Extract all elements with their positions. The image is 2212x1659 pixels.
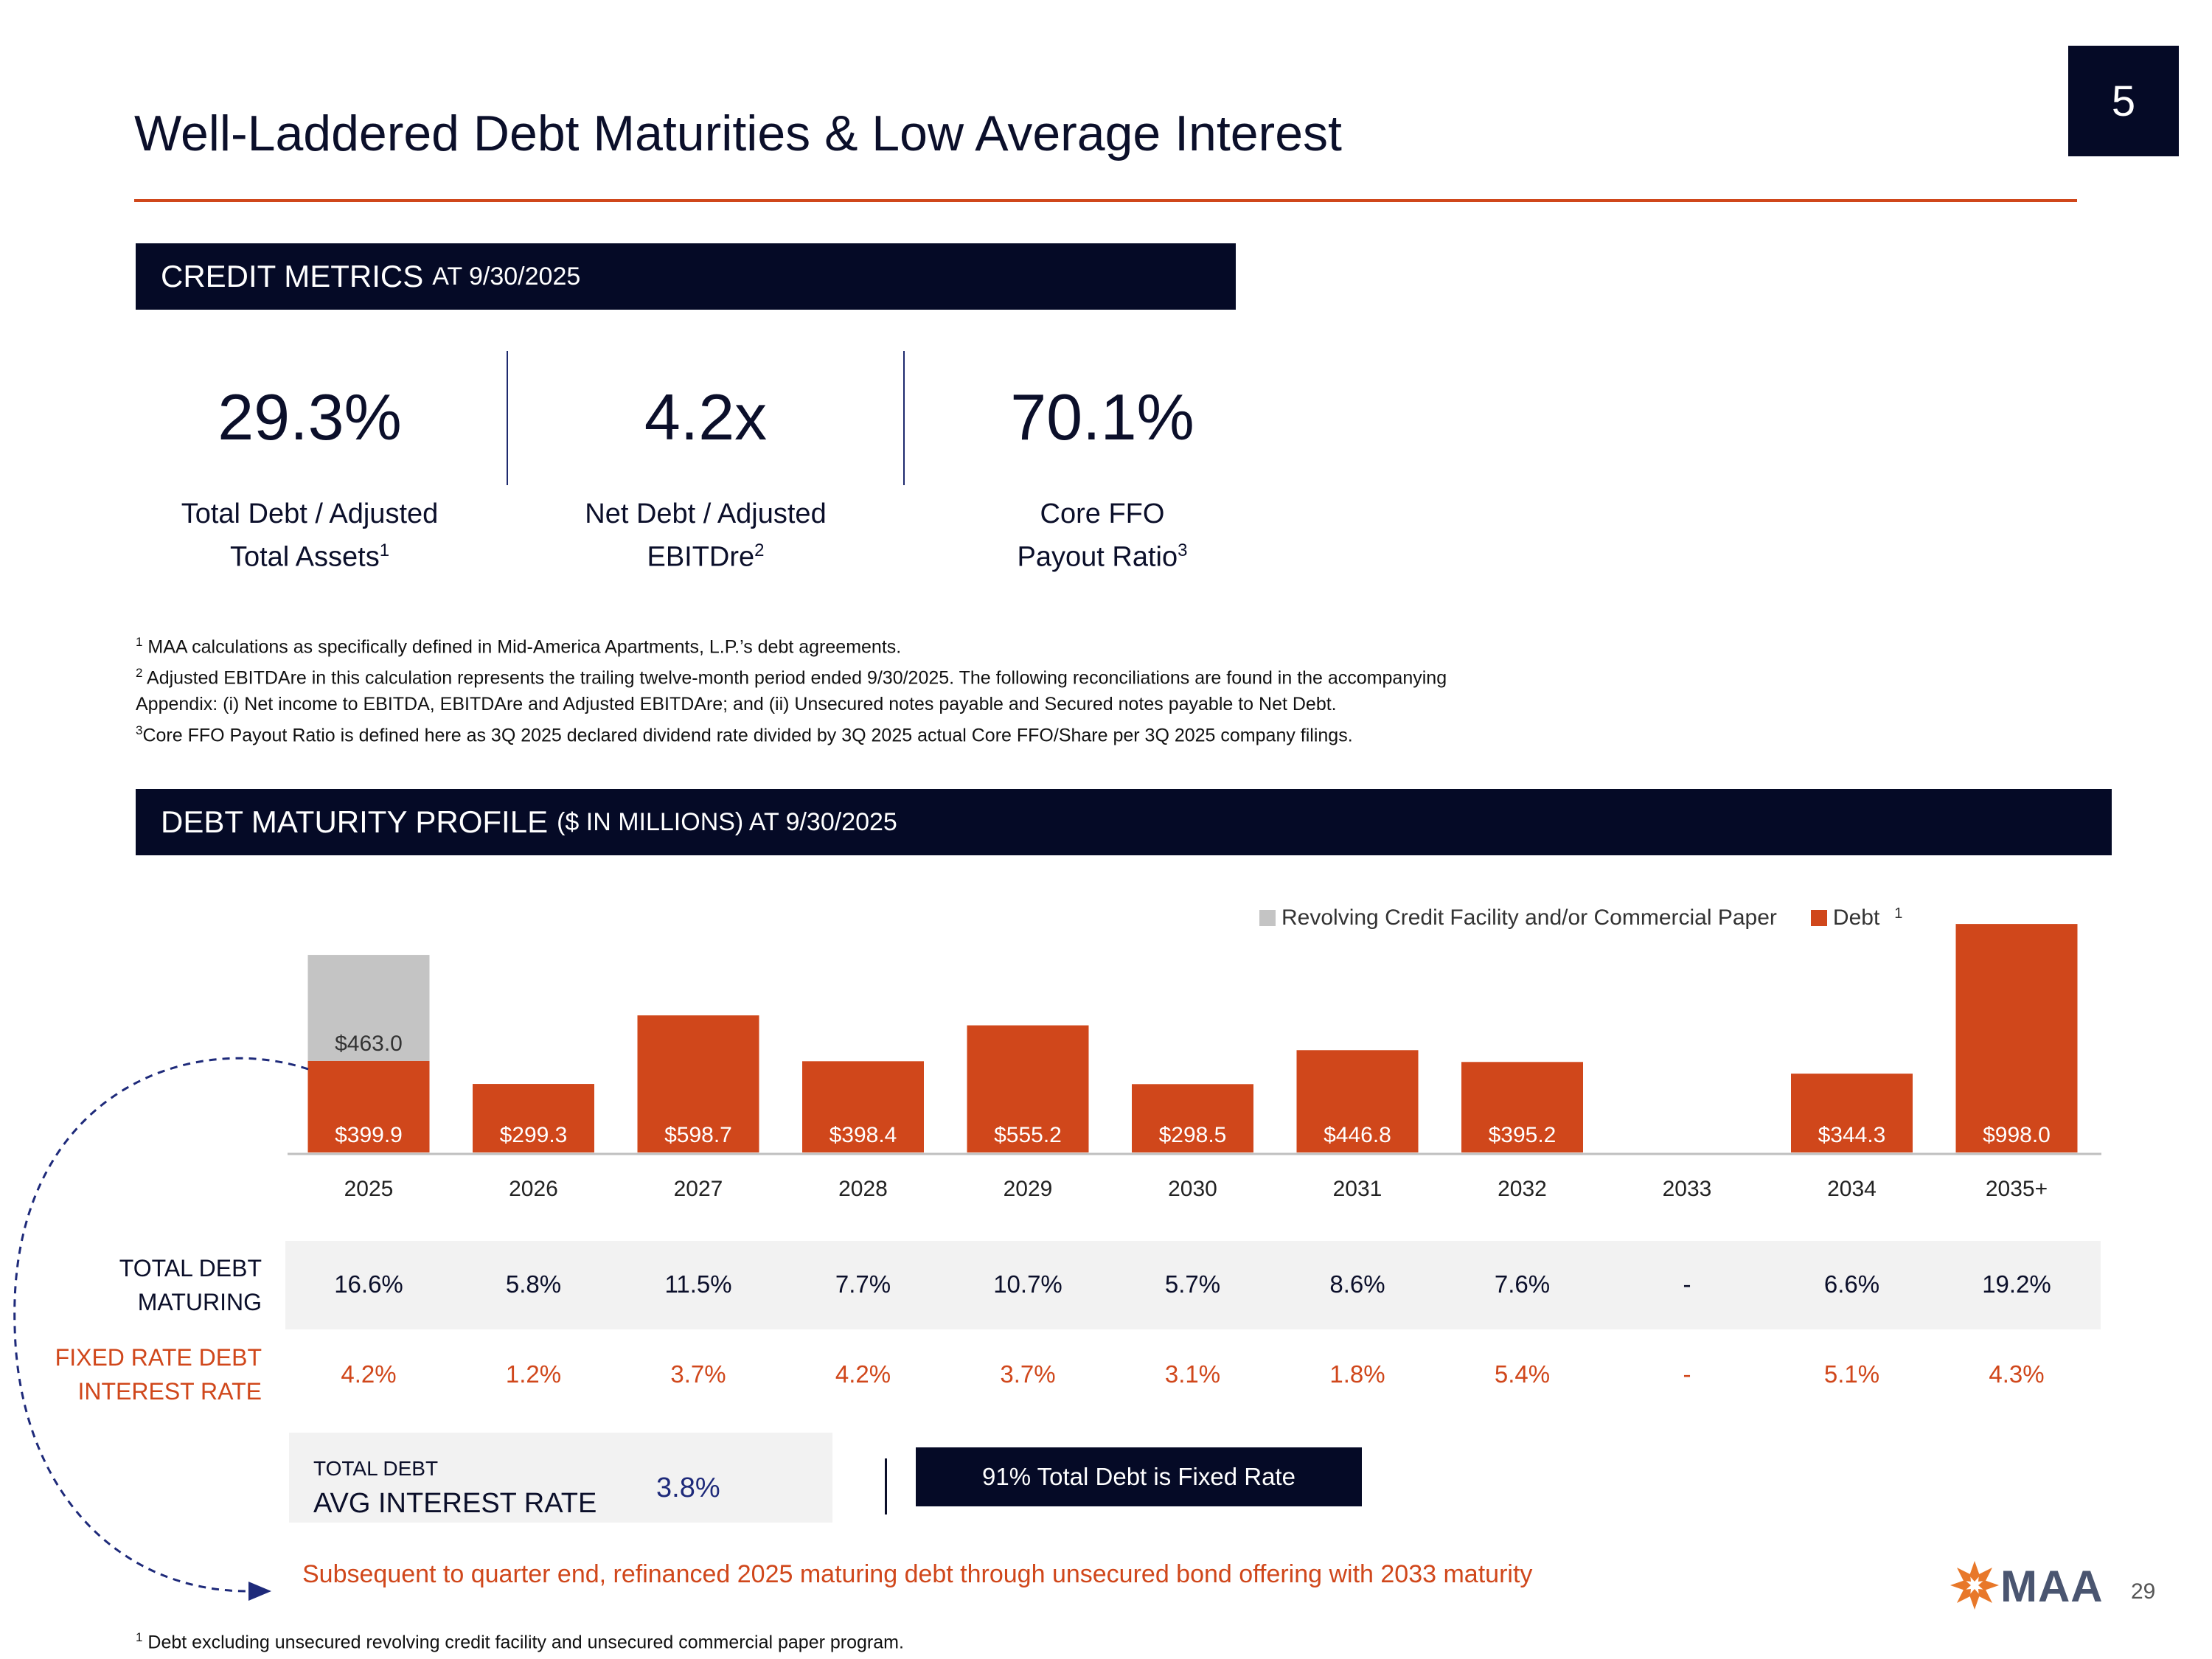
bar-debt-2031 bbox=[1296, 1050, 1419, 1152]
page-badge: 5 bbox=[2068, 46, 2179, 156]
x-tick-label-2033: 2033 bbox=[1663, 1177, 1712, 1201]
maa-logo-icon bbox=[1950, 1561, 1999, 1610]
footnote: Appendix: (i) Net income to EBITDA, EBIT… bbox=[136, 693, 1337, 714]
title-divider bbox=[134, 199, 2077, 202]
debt-value-label-2030: $298.5 bbox=[1159, 1123, 1227, 1147]
fixed-rate-interest-cell: 3.7% bbox=[670, 1360, 726, 1388]
bar-debt-2029 bbox=[967, 1025, 1089, 1152]
x-tick-label-2027: 2027 bbox=[674, 1177, 723, 1201]
refinance-note: Subsequent to quarter end, refinanced 20… bbox=[302, 1560, 1533, 1588]
total-debt-maturing-cell: 6.6% bbox=[1823, 1270, 1880, 1298]
fixed-rate-interest-cell: 5.1% bbox=[1823, 1360, 1880, 1388]
fixed-rate-callout: 91% Total Debt is Fixed Rate bbox=[916, 1447, 1362, 1506]
metric-divider bbox=[507, 351, 508, 485]
credit-metrics-header: CREDIT METRICS AT 9/30/2025 bbox=[136, 243, 1236, 310]
fixed-rate-interest-cell: 1.2% bbox=[505, 1360, 562, 1388]
total-debt-maturing-cell: 16.6% bbox=[334, 1270, 403, 1298]
debt-value-label-2032: $395.2 bbox=[1489, 1123, 1557, 1147]
total-debt-maturing-cell: - bbox=[1683, 1270, 1691, 1298]
footnote: 3Core FFO Payout Ratio is defined here a… bbox=[136, 723, 1353, 745]
x-tick-label-2030: 2030 bbox=[1168, 1177, 1217, 1201]
legend-swatch-debt bbox=[1810, 910, 1827, 926]
metric-divider bbox=[903, 351, 905, 485]
table-row1-background bbox=[285, 1241, 2101, 1329]
debt-value-label-2029: $555.2 bbox=[994, 1123, 1062, 1147]
page-title: Well-Laddered Debt Maturities & Low Aver… bbox=[134, 105, 1342, 161]
x-tick-label-2032: 2032 bbox=[1498, 1177, 1547, 1201]
total-debt-maturing-cell: 8.6% bbox=[1329, 1270, 1385, 1298]
total-debt-maturing-cell: 7.6% bbox=[1494, 1270, 1551, 1298]
maa-logo-text: MAA bbox=[2000, 1562, 2104, 1611]
bar-debt-2035+ bbox=[1955, 924, 2078, 1152]
metric-label-net-debt-ebitdre: Net Debt / Adjusted EBITDre2 bbox=[585, 498, 827, 573]
debt-value-label-2027: $598.7 bbox=[664, 1123, 732, 1147]
row-label-fixed-rate-interest: FIXED RATE DEBT INTEREST RATE bbox=[55, 1344, 262, 1405]
debt-profile-header-main: DEBT MATURITY PROFILE bbox=[161, 804, 549, 839]
x-tick-label-2034: 2034 bbox=[1827, 1177, 1877, 1201]
fixed-rate-interest-cell: 4.2% bbox=[341, 1360, 397, 1388]
total-debt-maturing-cell: 7.7% bbox=[835, 1270, 891, 1298]
bar-debt-2030 bbox=[1132, 1084, 1253, 1152]
legend-debt-footnote-mark: 1 bbox=[1894, 905, 1903, 922]
bar-debt-2026 bbox=[473, 1084, 594, 1152]
debt-value-label-2025: $399.9 bbox=[335, 1123, 403, 1147]
total-debt-maturing-cell: 5.8% bbox=[505, 1270, 562, 1298]
bar-debt-2025 bbox=[307, 1060, 430, 1152]
metric-value-debt-assets: 29.3% bbox=[218, 380, 402, 453]
avg-rate-label-small: TOTAL DEBT bbox=[313, 1457, 439, 1480]
x-tick-label-2028: 2028 bbox=[838, 1177, 888, 1201]
refinance-arrow bbox=[13, 1057, 309, 1601]
debt-maturity-chart: $463.0 $399.9 2025 $299.3 2026 $598.7 2027 $398… bbox=[288, 924, 2101, 1201]
x-tick-label-2031: 2031 bbox=[1333, 1177, 1382, 1201]
x-tick-label-2029: 2029 bbox=[1004, 1177, 1053, 1201]
x-tick-label-2025: 2025 bbox=[344, 1177, 394, 1201]
bar-debt-2032 bbox=[1461, 1062, 1583, 1152]
bar-debt-2034 bbox=[1791, 1074, 1913, 1152]
debt-value-label-2031: $446.8 bbox=[1324, 1123, 1391, 1147]
x-tick-label-2035+: 2035+ bbox=[1986, 1177, 2048, 1201]
chart-legend: Revolving Credit Facility and/or Commerc… bbox=[1259, 905, 1902, 931]
legend-swatch-revolver bbox=[1259, 910, 1276, 926]
fixed-rate-interest-cell: - bbox=[1683, 1360, 1691, 1388]
debt-value-label-2034: $344.3 bbox=[1818, 1123, 1886, 1147]
fixed-rate-interest-cell: 3.7% bbox=[1000, 1360, 1056, 1388]
footnotes: 1 MAA calculations as specifically defin… bbox=[136, 629, 1447, 748]
x-tick-label-2026: 2026 bbox=[509, 1177, 558, 1201]
debt-value-label-2028: $398.4 bbox=[830, 1123, 897, 1147]
credit-metrics-header-main: CREDIT METRICS bbox=[161, 259, 424, 293]
page-number: 29 bbox=[2131, 1579, 2156, 1604]
credit-metrics-header-sub: AT 9/30/2025 bbox=[432, 262, 581, 291]
total-debt-maturing-cell: 5.7% bbox=[1164, 1270, 1221, 1298]
fixed-rate-interest-cell: 1.8% bbox=[1329, 1360, 1385, 1388]
divider-bar bbox=[885, 1458, 887, 1514]
fixed-rate-interest-cell: 4.3% bbox=[1989, 1360, 2045, 1388]
fixed-rate-interest-cell: 3.1% bbox=[1164, 1360, 1221, 1388]
debt-profile-header-sub: ($ IN MILLIONS) AT 9/30/2025 bbox=[557, 807, 897, 836]
legend-label-revolver: Revolving Credit Facility and/or Commerc… bbox=[1281, 905, 1777, 930]
debt-profile-header: DEBT MATURITY PROFILE ($ IN MILLIONS) AT… bbox=[136, 789, 2112, 855]
avg-rate-label-big: AVG INTEREST RATE bbox=[313, 1488, 597, 1519]
total-debt-maturing-cell: 10.7% bbox=[993, 1270, 1062, 1298]
bar-debt-2028 bbox=[802, 1061, 924, 1152]
fixed-rate-interest-cell: 4.2% bbox=[835, 1360, 891, 1388]
bar-debt-2027 bbox=[637, 1015, 759, 1152]
total-debt-maturing-cell: 11.5% bbox=[664, 1270, 732, 1298]
footnote: 2 Adjusted EBITDAre in this calculation … bbox=[136, 666, 1447, 689]
legend-label-debt: Debt bbox=[1832, 905, 1880, 930]
debt-value-label-2035+: $998.0 bbox=[1983, 1123, 2051, 1147]
avg-rate-value: 3.8% bbox=[656, 1472, 720, 1503]
total-debt-maturing-cell: 19.2% bbox=[1982, 1270, 2051, 1298]
row-label-total-debt-maturing: TOTAL DEBT MATURING bbox=[119, 1255, 262, 1315]
metric-value-core-ffo: 70.1% bbox=[1010, 380, 1194, 453]
metric-label-core-ffo: Core FFO Payout Ratio3 bbox=[1017, 498, 1188, 573]
bottom-footnote: 1 Debt excluding unsecured revolving cre… bbox=[136, 1630, 904, 1653]
avg-interest-rate-box bbox=[289, 1433, 832, 1523]
metric-label-debt-assets: Total Debt / Adjusted Total Assets1 bbox=[181, 498, 439, 573]
fixed-rate-interest-cell: 5.4% bbox=[1494, 1360, 1551, 1388]
revolver-value-label: $463.0 bbox=[335, 1032, 403, 1056]
debt-value-label-2026: $299.3 bbox=[500, 1123, 568, 1147]
bar-revolver-2025 bbox=[307, 955, 430, 1061]
footnote: 1 MAA calculations as specifically defin… bbox=[136, 635, 902, 658]
metric-value-net-debt-ebitdre: 4.2x bbox=[644, 380, 768, 453]
